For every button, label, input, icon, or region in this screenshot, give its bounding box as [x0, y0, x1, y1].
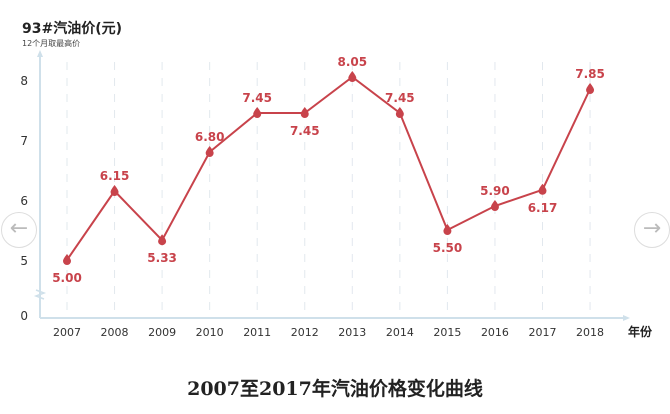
data-point [63, 254, 71, 265]
data-label: 6.15 [100, 169, 130, 183]
x-tick-label: 2008 [101, 326, 129, 339]
data-label: 5.00 [52, 271, 82, 285]
data-point [300, 107, 309, 118]
x-tick-label: 2017 [529, 326, 557, 339]
data-label: 5.33 [147, 251, 177, 265]
x-axis-arrow [623, 315, 630, 321]
x-tick-label: 2014 [386, 326, 414, 339]
data-label: 5.90 [480, 184, 510, 198]
axis-break-icon [33, 289, 47, 300]
chart-title: 93#汽油价(元) [22, 21, 123, 37]
arrow-left-icon[interactable]: ← [1, 212, 37, 248]
data-point [205, 146, 214, 157]
data-point [586, 83, 595, 94]
x-tick-label: 2012 [291, 326, 319, 339]
data-point [395, 107, 404, 118]
y-tick-label: 0 [20, 309, 28, 323]
y-tick-label: 6 [20, 194, 28, 208]
y-tick-label: 8 [20, 74, 28, 88]
x-tick-label: 2010 [196, 326, 224, 339]
chart-subtitle: 12个月取最高价 [22, 39, 81, 48]
y-tick-label: 5 [20, 254, 28, 268]
data-label: 7.85 [575, 67, 605, 81]
series-line [66, 75, 591, 261]
x-tick-label: 2009 [148, 326, 176, 339]
data-point [490, 200, 499, 211]
data-point [110, 185, 119, 196]
x-tick-label: 2013 [338, 326, 366, 339]
data-label: 5.50 [433, 241, 463, 255]
x-axis-label: 年份 [628, 324, 653, 339]
data-label: 7.45 [242, 91, 272, 105]
data-point [158, 234, 167, 246]
data-point [253, 107, 262, 118]
x-tick-label: 2016 [481, 326, 509, 339]
data-label: 7.45 [290, 124, 320, 138]
data-point [443, 224, 452, 235]
data-label: 6.80 [195, 130, 225, 144]
y-axis-arrow [37, 50, 43, 57]
data-label: 7.45 [385, 91, 415, 105]
x-tick-label: 2007 [53, 326, 81, 339]
x-tick-label: 2015 [433, 326, 461, 339]
chart-caption: 2007至2017年汽油价格变化曲线 [187, 378, 483, 400]
data-label: 8.05 [337, 55, 367, 69]
arrow-right-icon[interactable]: → [634, 212, 670, 248]
x-tick-label: 2011 [243, 326, 271, 339]
data-point [538, 183, 547, 195]
data-label: 6.17 [528, 201, 558, 215]
data-point [348, 71, 357, 82]
x-tick-label: 2018 [576, 326, 604, 339]
y-tick-label: 7 [20, 134, 28, 148]
